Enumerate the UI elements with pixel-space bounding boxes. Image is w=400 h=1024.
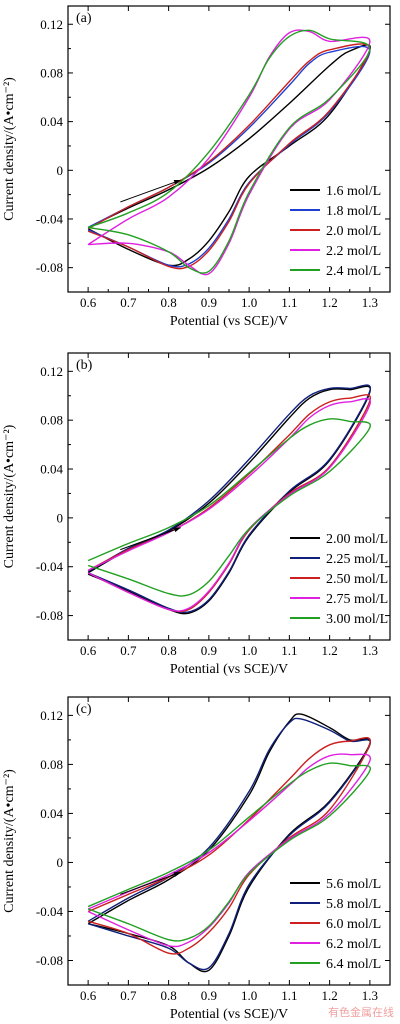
series-line xyxy=(87,397,371,612)
y-tick-label: 0 xyxy=(57,163,64,178)
x-tick-label: 1.1 xyxy=(281,295,297,310)
legend-label: 6.0 mol/L xyxy=(326,917,381,932)
y-tick-label: 0.08 xyxy=(40,413,63,428)
series-group xyxy=(87,29,371,276)
series-line xyxy=(87,29,371,276)
legend-label: 2.50 mol/L xyxy=(326,572,388,587)
scan-direction-arrow xyxy=(120,179,181,203)
y-tick-label: 0.12 xyxy=(40,17,63,32)
legend-label: 2.00 mol/L xyxy=(326,532,388,547)
panel-label: (b) xyxy=(76,358,93,373)
y-axis-label: Current density/(A•cm⁻²) xyxy=(2,769,17,913)
legend-label: 2.2 mol/L xyxy=(326,244,381,259)
series-line xyxy=(87,384,371,614)
x-tick-label: 0.9 xyxy=(201,988,217,1003)
scan-direction-arrow xyxy=(120,871,181,895)
y-tick-label: -0.08 xyxy=(36,608,63,623)
series-group xyxy=(87,384,371,615)
y-tick-label: 0 xyxy=(57,855,64,870)
x-tick-label: 0.8 xyxy=(161,295,177,310)
chart-panel-2: 0.6 0.7 0.8 0.9 1.0 1.1 1.2 1.3 -0.08 -0.04 0 0.04 0… xyxy=(2,352,391,677)
y-tick-label: -0.08 xyxy=(36,953,63,968)
series-line xyxy=(87,762,371,942)
x-tick-label: 0.9 xyxy=(201,643,217,658)
legend: 5.6 mol/L 5.8 mol/L 6.0 mol/L 6.2 mol/L 6.4 … xyxy=(290,877,381,972)
series-line xyxy=(87,418,371,597)
x-tick-label: 0.6 xyxy=(80,988,97,1003)
legend-label: 2.25 mol/L xyxy=(326,552,388,567)
legend-label: 1.6 mol/L xyxy=(326,184,381,199)
x-tick-label: 1.3 xyxy=(362,988,378,1003)
x-tick-label: 0.7 xyxy=(120,295,137,310)
y-tick-label: 0.08 xyxy=(40,65,63,80)
x-tick-label: 1.3 xyxy=(362,643,378,658)
series-line xyxy=(87,737,371,955)
x-tick-label: 0.8 xyxy=(161,988,177,1003)
y-tick-label: 0.04 xyxy=(40,806,63,821)
scan-direction-arrowhead xyxy=(173,872,181,877)
x-tick-label: 1.2 xyxy=(322,295,338,310)
x-tick-label: 1.1 xyxy=(281,643,297,658)
x-tick-label: 1.3 xyxy=(362,295,378,310)
x-axis-label: Potential (vs SCE)/V xyxy=(170,314,288,329)
panel-label: (c) xyxy=(76,702,92,717)
y-tick-label: 0.08 xyxy=(40,757,63,772)
series-group xyxy=(87,713,371,973)
legend: 1.6 mol/L 1.8 mol/L 2.0 mol/L 2.2 mol/L 2.4 … xyxy=(290,184,381,279)
x-tick-label: 0.7 xyxy=(120,988,137,1003)
y-tick-label: -0.04 xyxy=(36,211,64,226)
scan-direction-arrowhead xyxy=(173,180,181,185)
y-tick-label: 0.12 xyxy=(40,708,63,723)
x-tick-label: 1.0 xyxy=(241,988,257,1003)
x-tick-label: 0.9 xyxy=(201,295,217,310)
x-axis-label: Potential (vs SCE)/V xyxy=(170,1007,288,1022)
series-line xyxy=(87,717,371,971)
legend-label: 3.00 mol/L xyxy=(326,612,388,627)
legend-label: 6.4 mol/L xyxy=(326,957,381,972)
watermark: 有色金属在线 xyxy=(328,1006,394,1019)
legend-label: 2.4 mol/L xyxy=(326,264,381,279)
x-axis-label: Potential (vs SCE)/V xyxy=(170,662,288,677)
y-tick-label: -0.04 xyxy=(36,559,64,574)
y-tick-label: 0.04 xyxy=(40,462,63,477)
scan-direction-arrow xyxy=(120,527,181,551)
legend: 2.00 mol/L 2.25 mol/L 2.50 mol/L 2.75 mol/L… xyxy=(290,532,388,627)
legend-label: 5.6 mol/L xyxy=(326,877,381,892)
legend-label: 2.75 mol/L xyxy=(326,592,388,607)
x-tick-label: 0.8 xyxy=(161,643,177,658)
y-axis-label: Current density/(A•cm⁻²) xyxy=(2,424,17,568)
x-tick-label: 0.7 xyxy=(120,643,137,658)
chart-panel-1: 0.6 0.7 0.8 0.9 1.0 1.1 1.2 1.3 -0.08 -0.04 0 0.04 0… xyxy=(2,5,391,329)
x-tick-label: 0.6 xyxy=(80,295,97,310)
x-tick-label: 1.0 xyxy=(241,643,257,658)
legend-label: 1.8 mol/L xyxy=(326,204,381,219)
x-tick-label: 0.6 xyxy=(80,643,97,658)
y-axis-label: Current density/(A•cm⁻²) xyxy=(2,77,17,221)
scan-direction-arrowhead xyxy=(173,527,181,533)
y-tick-label: 0.04 xyxy=(40,114,63,129)
series-line xyxy=(87,29,371,274)
x-tick-label: 1.0 xyxy=(241,295,257,310)
legend-label: 5.8 mol/L xyxy=(326,897,381,912)
x-tick-label: 1.1 xyxy=(281,988,297,1003)
panel-label: (a) xyxy=(76,11,92,26)
series-line xyxy=(87,753,371,948)
legend-label: 2.0 mol/L xyxy=(326,224,381,239)
y-tick-label: 0 xyxy=(57,510,64,525)
y-tick-label: -0.08 xyxy=(36,260,63,275)
chart-panel-3: 0.6 0.7 0.8 0.9 1.0 1.1 1.2 1.3 -0.08 -0.04 0 0.04 0… xyxy=(2,696,391,1022)
y-tick-label: 0.12 xyxy=(40,364,63,379)
x-tick-label: 1.2 xyxy=(322,643,338,658)
x-tick-label: 1.2 xyxy=(322,988,338,1003)
legend-label: 6.2 mol/L xyxy=(326,937,381,952)
y-tick-label: -0.04 xyxy=(36,904,64,919)
